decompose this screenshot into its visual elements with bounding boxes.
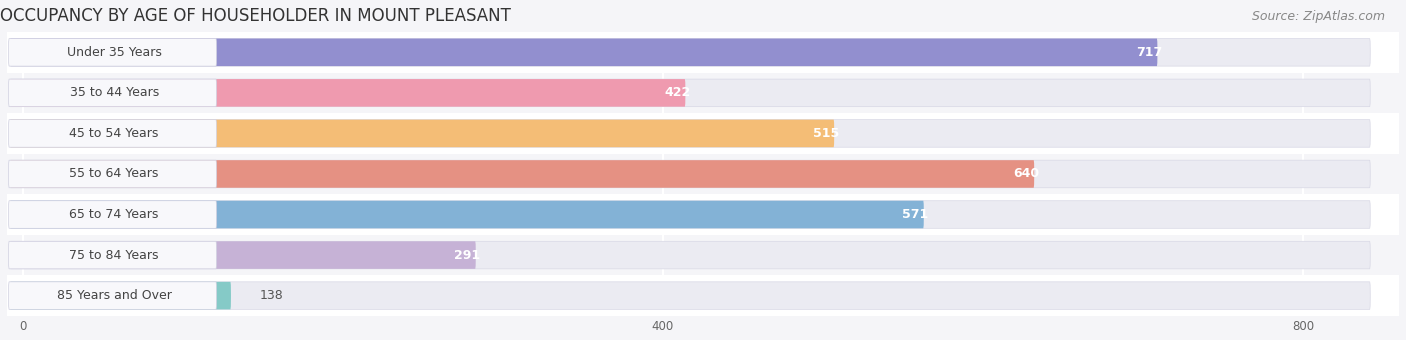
Text: 717: 717 [1136,46,1163,59]
Text: 422: 422 [664,86,690,99]
FancyBboxPatch shape [10,160,1035,188]
Text: 45 to 54 Years: 45 to 54 Years [69,127,159,140]
Text: 640: 640 [1012,168,1039,181]
Bar [7,154,1399,194]
FancyBboxPatch shape [10,38,1371,66]
Text: OCCUPANCY BY AGE OF HOUSEHOLDER IN MOUNT PLEASANT: OCCUPANCY BY AGE OF HOUSEHOLDER IN MOUNT… [0,7,510,25]
FancyBboxPatch shape [8,282,217,309]
FancyBboxPatch shape [10,201,924,228]
FancyBboxPatch shape [10,241,1371,269]
Text: 138: 138 [260,289,284,302]
FancyBboxPatch shape [8,160,217,188]
Text: 291: 291 [454,249,481,261]
FancyBboxPatch shape [10,79,1371,107]
Text: Source: ZipAtlas.com: Source: ZipAtlas.com [1251,10,1385,23]
Text: 85 Years and Over: 85 Years and Over [56,289,172,302]
FancyBboxPatch shape [8,38,217,66]
Text: Under 35 Years: Under 35 Years [66,46,162,59]
Text: 75 to 84 Years: 75 to 84 Years [69,249,159,261]
FancyBboxPatch shape [10,120,834,147]
FancyBboxPatch shape [10,79,685,107]
FancyBboxPatch shape [8,241,217,269]
Text: 55 to 64 Years: 55 to 64 Years [69,168,159,181]
FancyBboxPatch shape [8,79,217,107]
Bar [7,32,1399,73]
FancyBboxPatch shape [10,282,231,309]
Bar [7,194,1399,235]
FancyBboxPatch shape [10,160,1371,188]
FancyBboxPatch shape [10,38,1157,66]
FancyBboxPatch shape [10,120,1371,147]
Bar [7,235,1399,275]
FancyBboxPatch shape [8,201,217,228]
Bar [7,113,1399,154]
Bar [7,275,1399,316]
Text: 35 to 44 Years: 35 to 44 Years [69,86,159,99]
FancyBboxPatch shape [10,282,1371,309]
Text: 515: 515 [813,127,839,140]
FancyBboxPatch shape [8,120,217,147]
FancyBboxPatch shape [10,201,1371,228]
Bar [7,73,1399,113]
Text: 571: 571 [903,208,928,221]
Text: 65 to 74 Years: 65 to 74 Years [69,208,159,221]
FancyBboxPatch shape [10,241,475,269]
